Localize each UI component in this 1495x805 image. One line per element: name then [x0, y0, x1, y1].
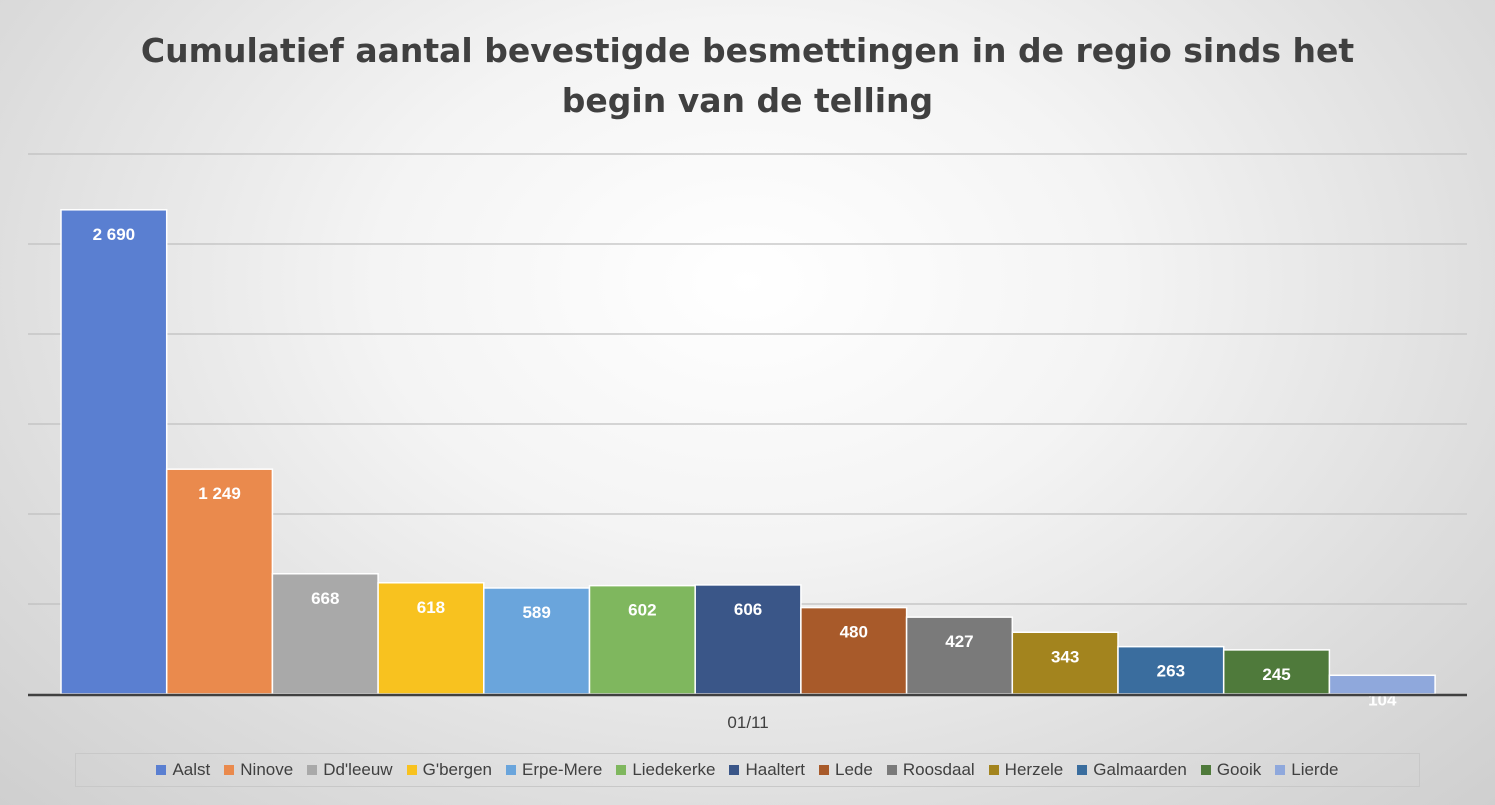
bar-roosdaal — [905, 616, 1014, 695]
legend-swatch — [224, 765, 235, 775]
legend: Aalst Ninove Dd'leeuw G'bergen Erpe-Mere Lied… — [75, 753, 1420, 787]
legend-label: Lierde — [1291, 760, 1339, 779]
data-label: 104 — [1368, 690, 1397, 709]
legend-item: Aalst — [156, 760, 210, 780]
legend-swatch — [307, 765, 318, 775]
legend-label: Aalst — [172, 760, 211, 779]
legend-label: Gooik — [1216, 760, 1262, 779]
legend-item: Lierde — [1275, 760, 1339, 780]
legend-label: Haaltert — [745, 760, 806, 779]
legend-swatch — [506, 765, 516, 775]
legend-label: Herzele — [1004, 760, 1064, 779]
chart-title-line-2: begin van de telling — [561, 81, 934, 120]
bar-aalst — [60, 209, 168, 695]
bar-g-bergen — [377, 582, 485, 695]
legend-swatch — [1275, 765, 1286, 775]
data-label: 343 — [1051, 647, 1079, 666]
legend-swatch — [1200, 765, 1211, 775]
data-label: 427 — [945, 632, 973, 651]
legend-label: Roosdaal — [902, 760, 975, 779]
data-label: 480 — [840, 623, 868, 642]
legend-swatch — [1077, 765, 1088, 775]
legend-swatch — [156, 765, 167, 775]
legend-swatch — [886, 765, 897, 775]
legend-swatch — [988, 765, 999, 775]
legend-item: Lede — [819, 760, 873, 780]
legend-label: G'bergen — [422, 760, 492, 779]
legend-item: Ninove — [224, 760, 293, 780]
legend-swatch — [616, 765, 627, 775]
bar-dd-leeuw — [271, 573, 379, 695]
legend-swatch — [729, 765, 740, 775]
bar-ninove — [165, 468, 274, 695]
legend-item: Erpe-Mere — [506, 760, 602, 780]
data-label: 263 — [1157, 662, 1185, 681]
data-label: 618 — [417, 598, 445, 617]
legend-item: Herzele — [988, 760, 1064, 780]
data-label: 589 — [522, 603, 550, 622]
legend-label: Galmaarden — [1093, 760, 1187, 779]
data-label: 668 — [311, 589, 339, 608]
chart-title: Cumulatief aantal bevestigde besmettinge… — [0, 26, 1495, 126]
x-tick-label: 01/11 — [727, 713, 768, 732]
chart-title-line-1: Cumulatief aantal bevestigde besmettinge… — [140, 31, 1355, 70]
data-label: 1 249 — [198, 484, 241, 503]
data-label: 2 690 — [93, 225, 136, 244]
bar-lede — [800, 606, 908, 695]
legend-item: Dd'leeuw — [307, 760, 393, 780]
legend-label: Ninove — [240, 760, 294, 779]
data-label: 245 — [1262, 665, 1290, 684]
legend-label: Liedekerke — [632, 760, 716, 779]
legend-label: Dd'leeuw — [323, 760, 393, 779]
legend-item: Gooik — [1200, 760, 1262, 780]
legend-item: Galmaarden — [1077, 760, 1187, 780]
legend-item: Haaltert — [729, 760, 805, 780]
bar-herzele — [1011, 631, 1119, 695]
legend-label: Lede — [835, 760, 873, 779]
bar-gooik — [1222, 649, 1331, 695]
data-label: 606 — [734, 600, 762, 619]
legend-item: Roosdaal — [886, 760, 975, 780]
legend-item: G'bergen — [406, 760, 492, 780]
bar-erpe-mere — [483, 587, 591, 695]
data-label: 602 — [628, 601, 656, 620]
legend-swatch — [819, 765, 830, 775]
legend-swatch — [406, 765, 417, 775]
legend-label: Erpe-Mere — [522, 760, 603, 779]
legend-item: Liedekerke — [616, 760, 715, 780]
